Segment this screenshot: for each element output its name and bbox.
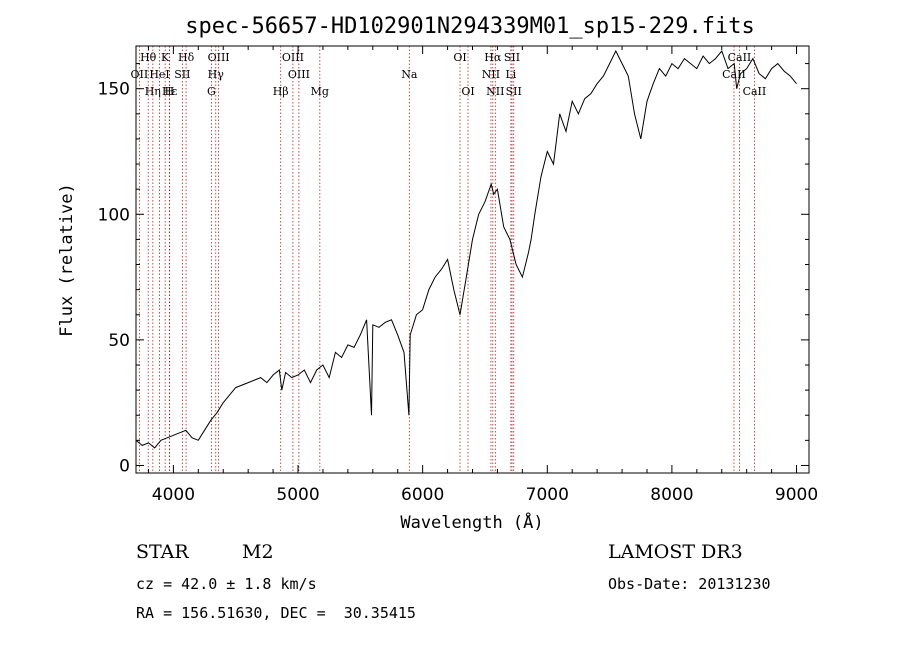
spectral-line-label: OII bbox=[131, 68, 149, 81]
spectrum-line bbox=[135, 49, 797, 449]
spectral-line-label: OIII bbox=[208, 51, 230, 64]
spectral-line-label: Hε bbox=[162, 85, 178, 98]
spectral-line-label: Na bbox=[401, 68, 418, 81]
spectral-line-label: CaII bbox=[743, 85, 767, 98]
observation-date: Obs-Date: 20131230 bbox=[608, 575, 771, 593]
survey-name: LAMOST DR3 bbox=[608, 541, 743, 563]
spectral-line-label: Mg bbox=[311, 85, 329, 98]
x-tick-label: 8000 bbox=[650, 485, 693, 505]
spectral-line-label: HeI bbox=[149, 68, 169, 81]
y-tick-label: 0 bbox=[119, 456, 130, 476]
x-tick-label: 6000 bbox=[401, 485, 444, 505]
spectral-line-label: CaII bbox=[722, 68, 746, 81]
spectral-line-label: CaII bbox=[728, 51, 752, 64]
spectral-line-markers bbox=[138, 46, 755, 473]
spectral-line-label: NII bbox=[486, 85, 504, 98]
spectral-line-label: Hδ bbox=[178, 51, 195, 64]
coordinates-readout: RA = 156.51630, DEC = 30.35415 bbox=[136, 604, 416, 622]
axis-ticks: 4000 5000 6000 7000 8000 9000 0 50 100 150 bbox=[98, 46, 818, 505]
spectral-line-label: G bbox=[207, 85, 216, 98]
spectral-line-label: Hθ bbox=[140, 51, 157, 64]
spectral-line-label: Li bbox=[505, 68, 516, 81]
plot-frame bbox=[135, 45, 810, 474]
object-subclass: M2 bbox=[242, 541, 274, 563]
spectral-line-label: Hα bbox=[484, 51, 502, 64]
spectral-line-label: K bbox=[161, 51, 170, 64]
spectral-line-label: OI bbox=[461, 85, 474, 98]
spectral-line-label: Hη bbox=[145, 85, 161, 98]
spectrum-layer bbox=[135, 49, 797, 449]
spectral-line-label: OIII bbox=[282, 51, 304, 64]
x-tick-label: 7000 bbox=[526, 485, 569, 505]
x-axis-label: Wavelength (Å) bbox=[400, 511, 543, 533]
spectral-line-label: SII bbox=[504, 51, 520, 64]
spectral-line-label: OI bbox=[453, 51, 466, 64]
spectral-line-label: SII bbox=[174, 68, 190, 81]
redshift-readout: cz = 42.0 ± 1.8 km/s bbox=[136, 575, 317, 593]
spectral-line-label: Hβ bbox=[273, 85, 289, 98]
y-tick-label: 150 bbox=[98, 80, 130, 100]
y-axis-label: Flux (relative) bbox=[57, 183, 77, 337]
x-tick-label: 9000 bbox=[775, 485, 818, 505]
spectral-line-label: SII bbox=[506, 85, 522, 98]
x-tick-label: 4000 bbox=[152, 485, 195, 505]
object-class: STAR bbox=[136, 541, 189, 563]
spectral-line-label: H bbox=[165, 85, 175, 98]
spectral-line-label: NII bbox=[482, 68, 500, 81]
x-tick-label: 5000 bbox=[276, 485, 319, 505]
y-tick-label: 50 bbox=[108, 331, 130, 351]
spectral-line-label: OIII bbox=[288, 68, 310, 81]
y-tick-label: 100 bbox=[98, 205, 130, 225]
chart-title: spec-56657-HD102901N294339M01_sp15-229.f… bbox=[185, 14, 755, 39]
spectral-line-label: Hγ bbox=[208, 68, 225, 81]
